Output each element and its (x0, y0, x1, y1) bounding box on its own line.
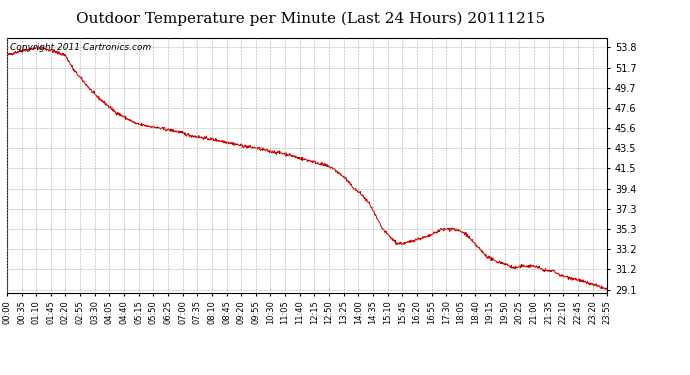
Text: Outdoor Temperature per Minute (Last 24 Hours) 20111215: Outdoor Temperature per Minute (Last 24 … (76, 11, 545, 26)
Text: Copyright 2011 Cartronics.com: Copyright 2011 Cartronics.com (10, 43, 151, 52)
